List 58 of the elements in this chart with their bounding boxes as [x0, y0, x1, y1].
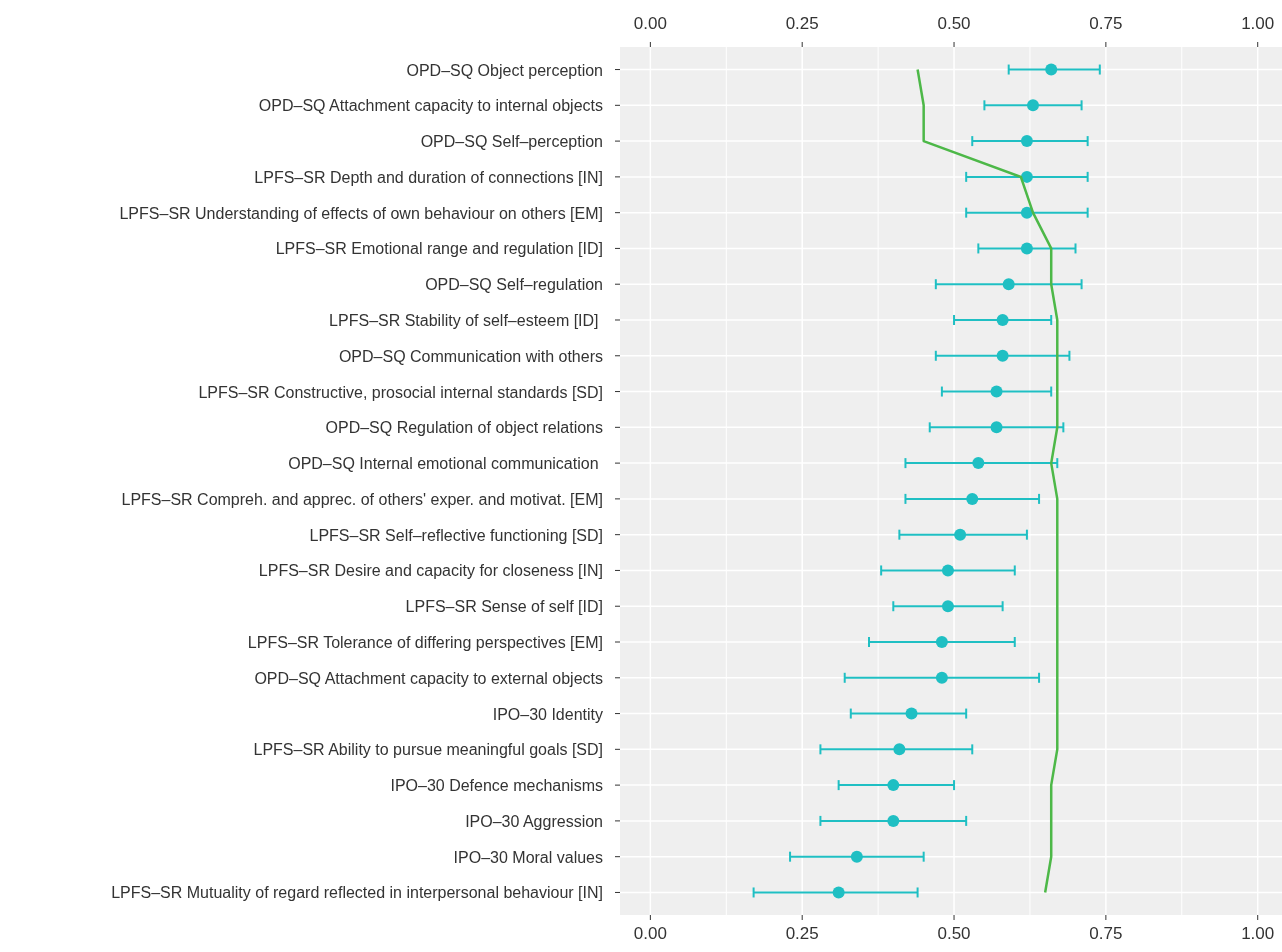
y-tick-label: IPO–30 Identity	[492, 705, 603, 723]
y-tick-label: LPFS–SR Ability to pursue meaningful goals [SD]	[253, 741, 603, 759]
point	[887, 814, 900, 827]
point	[972, 457, 985, 470]
y-tick-label: OPD–SQ Attachment capacity to internal objects	[258, 97, 603, 115]
point	[905, 707, 918, 720]
point	[954, 528, 967, 541]
y-tick-label: IPO–30 Moral values	[453, 848, 603, 866]
point	[966, 492, 979, 505]
y-tick-label: LPFS–SR Compreh. and apprec. of others' exper. and motivat. [EM]	[121, 490, 603, 508]
point	[887, 779, 900, 792]
x2-tick-label: 0.50	[937, 14, 971, 33]
y-tick-label: LPFS–SR Constructive, prosocial internal standards [SD]	[198, 383, 603, 401]
y-tick-label: LPFS–SR Sense of self [ID]	[405, 598, 603, 616]
point	[1026, 99, 1039, 112]
point	[832, 886, 845, 899]
y-tick-label: LPFS–SR Depth and duration of connections [IN]	[254, 168, 603, 186]
point	[941, 600, 954, 613]
point	[1020, 242, 1033, 255]
y-tick-label: OPD–SQ Self–perception	[420, 133, 603, 151]
point	[941, 564, 954, 577]
x2-tick-label: 0.25	[785, 14, 819, 33]
y-tick-label: LPFS–SR Tolerance of differing perspectives [EM]	[247, 634, 603, 652]
y-tick-label: OPD–SQ Communication with others	[338, 347, 603, 365]
x-tick-label: 0.75	[1089, 924, 1123, 943]
x2-tick-label: 0.00	[633, 14, 667, 33]
point	[990, 385, 1003, 398]
x-tick-label: 1.00	[1241, 924, 1275, 943]
y-tick-label: LPFS–SR Mutuality of regard reflected in interpersonal behaviour [IN]	[111, 884, 603, 902]
y-tick-label: LPFS–SR Understanding of effects of own behaviour on others [EM]	[119, 204, 603, 222]
point	[935, 671, 948, 684]
x-tick-label: 0.25	[785, 924, 819, 943]
point	[1020, 135, 1033, 148]
point	[996, 313, 1009, 326]
point	[990, 421, 1003, 434]
y-tick-label: OPD–SQ Regulation of object relations	[325, 419, 603, 437]
point	[1020, 170, 1033, 183]
x2-tick-label: 0.75	[1089, 14, 1123, 33]
point	[893, 743, 906, 756]
y-tick-label: IPO–30 Aggression	[465, 812, 603, 830]
point	[935, 636, 948, 649]
y-tick-label: LPFS–SR Stability of self–esteem [ID]	[329, 311, 603, 329]
y-tick-label: LPFS–SR Desire and capacity for closeness [IN]	[258, 562, 603, 580]
x2-tick-label: 1.00	[1241, 14, 1275, 33]
y-tick-label: OPD–SQ Object perception	[406, 61, 603, 79]
y-tick-label: OPD–SQ Internal emotional communication	[288, 455, 603, 473]
point	[1020, 206, 1033, 219]
y-tick-label: OPD–SQ Self–regulation	[425, 276, 603, 294]
y-tick-label: IPO–30 Defence mechanisms	[390, 777, 603, 795]
y-tick-label: LPFS–SR Self–reflective functioning [SD]	[309, 526, 603, 544]
x-tick-label: 0.50	[937, 924, 971, 943]
point	[996, 349, 1009, 362]
y-tick-label: OPD–SQ Attachment capacity to external objects	[254, 669, 603, 687]
point	[1002, 278, 1015, 291]
point	[1045, 63, 1058, 76]
y-tick-label: LPFS–SR Emotional range and regulation [ID]	[275, 240, 603, 258]
x-tick-label: 0.00	[633, 924, 667, 943]
point	[850, 850, 863, 863]
